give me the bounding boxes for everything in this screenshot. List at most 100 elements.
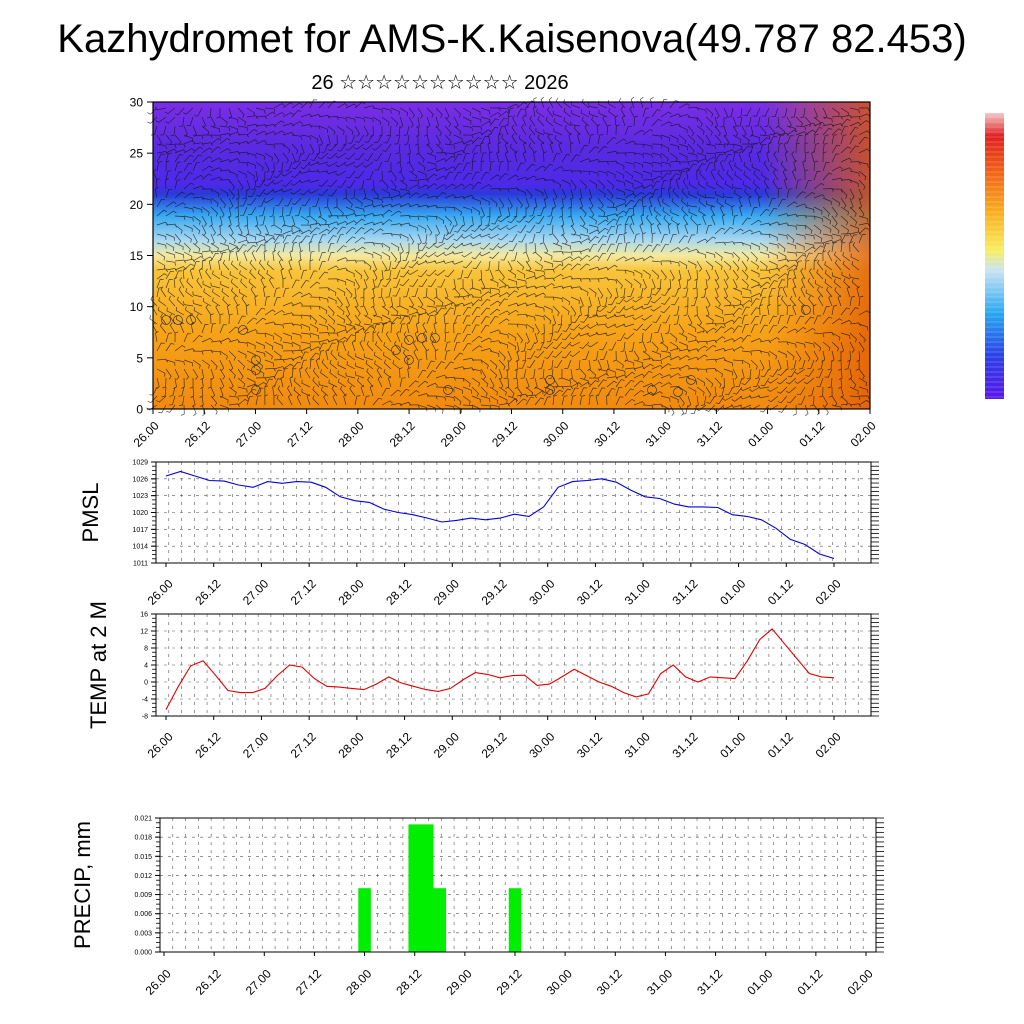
x-tick-label: 31.12: [669, 576, 700, 607]
calm-circle: [238, 325, 248, 335]
precip-axis-label: PRECIP, mm: [70, 821, 95, 949]
x-tick-label: 26.12: [193, 966, 224, 997]
x-tick-label: 29.00: [431, 576, 462, 607]
y-tick-label: 1029: [132, 460, 148, 467]
x-tick-label: 28.12: [383, 729, 414, 760]
x-tick-label: 28.00: [335, 418, 366, 449]
x-tick-label: 31.12: [694, 966, 725, 997]
y-tick-label: 4: [144, 663, 148, 670]
calm-circle: [443, 385, 453, 395]
y-tick-label: 1017: [132, 527, 148, 534]
x-tick-label: 26.00: [145, 729, 176, 760]
x-tick-label: 28.00: [343, 966, 374, 997]
x-tick-label: 29.00: [443, 966, 474, 997]
precip-bar: [433, 888, 447, 952]
x-tick-label: 01.00: [717, 576, 748, 607]
calm-circle: [545, 375, 555, 385]
x-tick-label: 01.12: [794, 966, 825, 997]
y-tick-label: 20: [130, 198, 144, 212]
calm-circle: [404, 335, 414, 345]
y-tick-label: 1026: [132, 476, 148, 483]
x-tick-label: 28.12: [393, 966, 424, 997]
y-tick-label: -8: [142, 714, 148, 721]
x-tick-label: 27.00: [240, 576, 271, 607]
precip-bar: [358, 888, 371, 952]
calm-circle: [673, 387, 683, 397]
y-tick-label: 1023: [132, 493, 148, 500]
y-tick-label: 12: [140, 629, 148, 636]
chart-subtitle: 26 ☆☆☆☆☆☆☆☆☆☆ 2026: [311, 72, 569, 94]
grid-lines: [155, 462, 872, 563]
x-tick-label: 02.00: [845, 966, 876, 997]
calm-circle: [391, 345, 401, 355]
pmsl-series-line: [165, 470, 835, 560]
precip-bar: [408, 824, 421, 952]
x-tick-label: 31.00: [622, 576, 653, 607]
x-tick-label: 28.12: [383, 576, 414, 607]
calm-circle: [545, 385, 555, 395]
y-tick-label: 16: [140, 612, 148, 619]
x-tick-label: 29.00: [438, 418, 469, 449]
x-tick-label: 31.00: [643, 418, 674, 449]
x-tick-label: 01.00: [745, 418, 776, 449]
x-tick-label: 30.00: [540, 418, 571, 449]
precip-frame: [159, 817, 877, 953]
x-tick-label: 01.00: [744, 966, 775, 997]
y-tick-label: 0.000: [134, 950, 152, 957]
x-tick-label: 02.00: [813, 576, 844, 607]
y-tick-label: 0.015: [134, 854, 152, 861]
calm-circle: [430, 333, 440, 343]
grid-lines: [155, 614, 872, 716]
calm-circle: [251, 355, 261, 365]
calm-circle: [161, 315, 171, 325]
x-tick-label: 31.00: [622, 729, 653, 760]
temp2m-axis-label: TEMP at 2 M: [86, 601, 111, 729]
x-tick-label: 26.00: [131, 418, 162, 449]
x-tick-label: 27.00: [233, 418, 264, 449]
x-tick-label: 27.00: [240, 729, 271, 760]
calm-circle: [686, 375, 696, 385]
y-tick-label: 0.003: [134, 930, 152, 937]
x-tick-label: 30.12: [574, 729, 605, 760]
x-tick-label: 27.12: [284, 418, 315, 449]
y-tick-label: 1014: [132, 544, 148, 551]
chart-title: Kazhydromet for AMS-K.Kaisenova(49.787 8…: [57, 17, 967, 61]
x-tick-label: 26.12: [182, 418, 213, 449]
x-tick-label: 30.00: [526, 576, 557, 607]
x-tick-label: 30.00: [526, 729, 557, 760]
precip-bar: [420, 824, 434, 952]
x-tick-label: 31.00: [644, 966, 675, 997]
x-tick-label: 30.12: [594, 966, 625, 997]
x-tick-label: 01.12: [765, 576, 796, 607]
y-tick-label: 0: [144, 680, 148, 687]
wind-barbs: [146, 96, 871, 417]
y-tick-label: 0.018: [134, 835, 152, 842]
y-tick-label: 5: [136, 351, 143, 365]
colorbar-steps: [985, 116, 1004, 398]
x-tick-label: 29.12: [489, 418, 520, 449]
x-tick-label: 30.00: [544, 966, 575, 997]
calm-circle: [251, 365, 261, 375]
x-tick-label: 27.12: [288, 729, 319, 760]
pmsl-axis-label: PMSL: [78, 483, 103, 543]
y-tick-label: 0: [136, 403, 143, 417]
y-tick-label: 0.009: [134, 892, 152, 899]
y-tick-label: 1020: [132, 510, 148, 517]
x-tick-label: 27.00: [243, 966, 274, 997]
y-tick-label: 10: [130, 300, 144, 314]
x-tick-label: 29.12: [479, 576, 510, 607]
x-tick-label: 28.00: [335, 576, 366, 607]
x-tick-label: 28.00: [335, 729, 366, 760]
y-tick-label: -4: [142, 697, 148, 704]
y-tick-label: 8: [144, 646, 148, 653]
x-tick-label: 29.00: [431, 729, 462, 760]
x-tick-label: 30.12: [574, 576, 605, 607]
y-tick-label: 30: [130, 96, 144, 110]
y-tick-label: 0.021: [134, 816, 152, 823]
y-tick-label: 15: [130, 249, 144, 263]
calm-circle: [647, 385, 657, 395]
x-tick-label: 31.12: [694, 418, 725, 449]
x-tick-label: 31.12: [669, 729, 700, 760]
x-tick-label: 02.00: [813, 729, 844, 760]
